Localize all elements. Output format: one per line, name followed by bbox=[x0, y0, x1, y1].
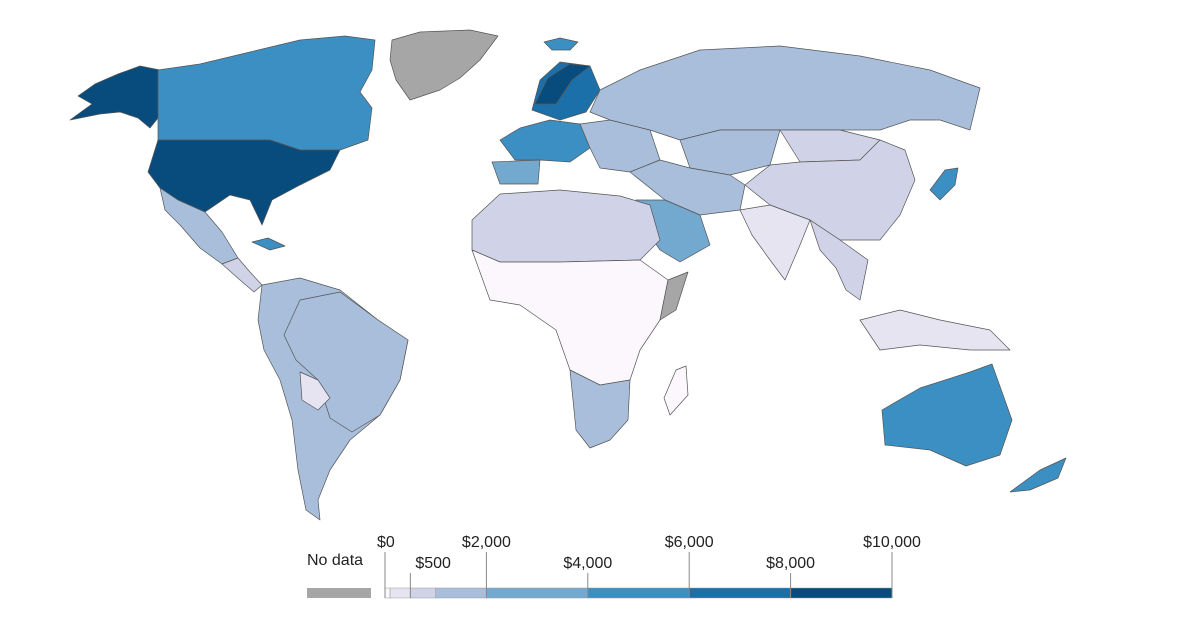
legend-no-data-label: No data bbox=[307, 552, 363, 569]
legend-bin-4 bbox=[486, 587, 589, 599]
region-central-africa[interactable] bbox=[471, 249, 669, 386]
legend-bin-7 bbox=[790, 587, 893, 599]
region-alaska[interactable] bbox=[69, 65, 161, 129]
legend-tick-label-2: $2,000 bbox=[462, 534, 511, 551]
legend-bin-3 bbox=[435, 587, 487, 599]
legend-bin-0 bbox=[384, 587, 391, 599]
region-norway[interactable] bbox=[534, 63, 591, 105]
region-kazakhstan[interactable] bbox=[679, 129, 781, 176]
region-southeast-asia[interactable] bbox=[809, 219, 869, 301]
legend-tick-label-4: $6,000 bbox=[665, 534, 714, 551]
region-madagascar[interactable] bbox=[663, 365, 689, 416]
region-scandinavia[interactable] bbox=[531, 61, 601, 121]
legend-color-bins bbox=[384, 587, 893, 599]
region-western-europe[interactable] bbox=[499, 119, 591, 163]
legend-tick-label-3: $4,000 bbox=[563, 555, 612, 572]
region-indonesia[interactable] bbox=[859, 309, 1011, 351]
region-india[interactable] bbox=[739, 204, 811, 281]
region-somalia[interactable] bbox=[659, 271, 689, 321]
legend-no-data-swatch bbox=[307, 588, 371, 598]
legend-bin-1 bbox=[389, 587, 411, 599]
region-canada[interactable] bbox=[157, 35, 376, 151]
legend-ticks: $0 $500 $2,000 $4,000 $6,000 $8,000 $10,000 bbox=[377, 534, 921, 598]
legend-tick-label-0: $0 bbox=[377, 534, 395, 551]
region-bolivia[interactable] bbox=[299, 371, 331, 411]
legend-tick-label-1: $500 bbox=[415, 555, 451, 572]
legend-tick-label-5: $8,000 bbox=[766, 555, 815, 572]
region-southern-africa[interactable] bbox=[569, 369, 631, 449]
region-greenland[interactable] bbox=[389, 29, 499, 101]
region-australia[interactable] bbox=[881, 363, 1013, 467]
region-spain[interactable] bbox=[491, 159, 541, 185]
legend-bin-5 bbox=[587, 587, 690, 599]
region-japan[interactable] bbox=[929, 167, 959, 201]
legend-bin-2 bbox=[410, 587, 436, 599]
region-iceland[interactable] bbox=[543, 37, 579, 51]
region-central-america[interactable] bbox=[221, 257, 263, 293]
legend-tick-label-6: $10,000 bbox=[863, 534, 921, 551]
region-new-zealand[interactable] bbox=[1009, 457, 1067, 493]
region-north-africa[interactable] bbox=[471, 189, 661, 263]
region-brazil[interactable] bbox=[283, 291, 409, 433]
legend-bin-6 bbox=[688, 587, 791, 599]
region-cuba[interactable] bbox=[251, 237, 286, 251]
region-russia[interactable] bbox=[589, 45, 981, 141]
legend: No data $0 $500 $2,000 $4,000 $6,000 $8,000 $1… bbox=[307, 534, 921, 599]
